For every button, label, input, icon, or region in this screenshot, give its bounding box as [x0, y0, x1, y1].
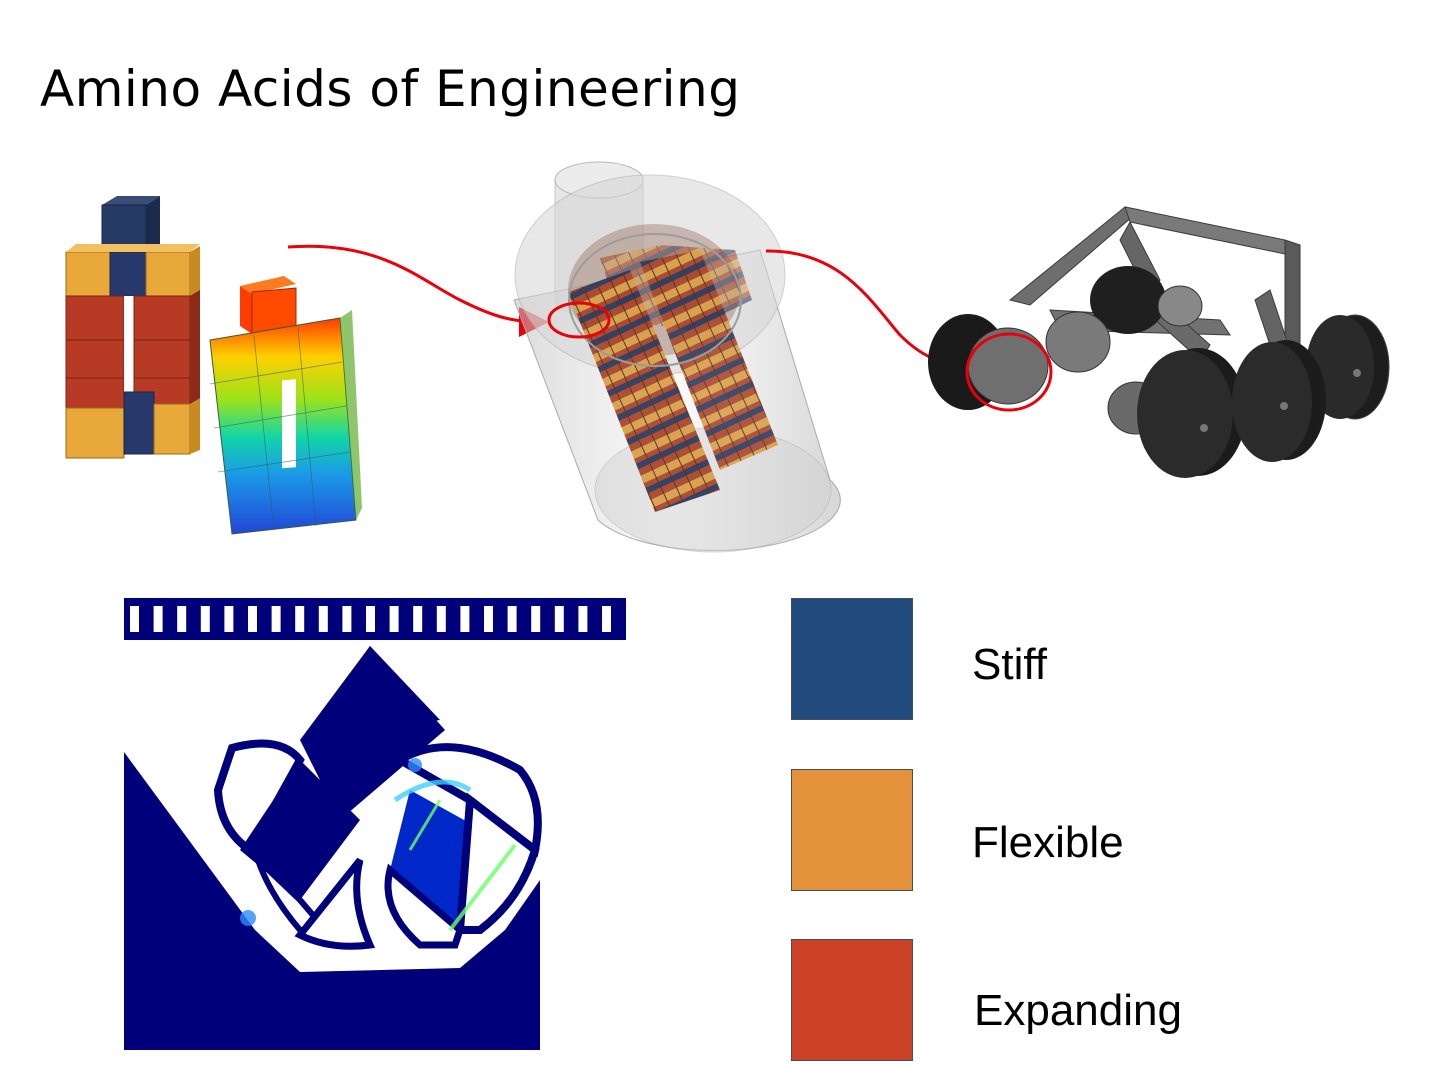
fea-slot — [413, 606, 423, 632]
voxel-cylinder — [513, 161, 841, 553]
fea-slot — [578, 606, 588, 632]
highlight-circle-cylinder — [547, 301, 611, 339]
fea-slot — [318, 606, 328, 632]
fea-slot — [342, 606, 352, 632]
fea-slot — [484, 606, 493, 632]
fea-slot — [130, 606, 139, 632]
fea-slot — [271, 606, 281, 632]
voxel-assembly-colored — [65, 196, 200, 459]
fea-slot — [366, 606, 375, 632]
fea-slot — [460, 606, 470, 632]
fea-slot — [177, 606, 187, 632]
walking-robot — [928, 206, 1390, 478]
legend-label-flexible: Flexible — [972, 818, 1124, 867]
fea-slot — [295, 606, 305, 632]
legend-label-expanding: Expanding — [974, 986, 1182, 1035]
fea-simulation — [124, 598, 626, 1050]
fea-slot — [602, 606, 611, 632]
fea-slot — [389, 606, 399, 632]
fea-slot — [436, 606, 446, 632]
legend-label-stiff: Stiff — [972, 640, 1048, 689]
legend-swatch-stiff — [791, 598, 913, 720]
fea-slot — [200, 606, 210, 632]
highlight-circle-robot — [965, 332, 1053, 412]
legend-swatch-flexible — [791, 769, 913, 891]
arrow-to-cylinder — [287, 244, 549, 337]
voxel-assembly-deformed — [209, 276, 362, 535]
slide-title: Amino Acids of Engineering — [40, 60, 741, 118]
fea-slot — [224, 606, 234, 632]
fea-slot — [153, 606, 163, 632]
fea-slot-row — [130, 606, 611, 632]
fea-slot — [507, 606, 517, 632]
legend-swatch-expanding — [791, 939, 913, 1061]
fea-slot — [531, 606, 541, 632]
fea-slot — [554, 606, 564, 632]
fea-slot — [248, 606, 257, 632]
